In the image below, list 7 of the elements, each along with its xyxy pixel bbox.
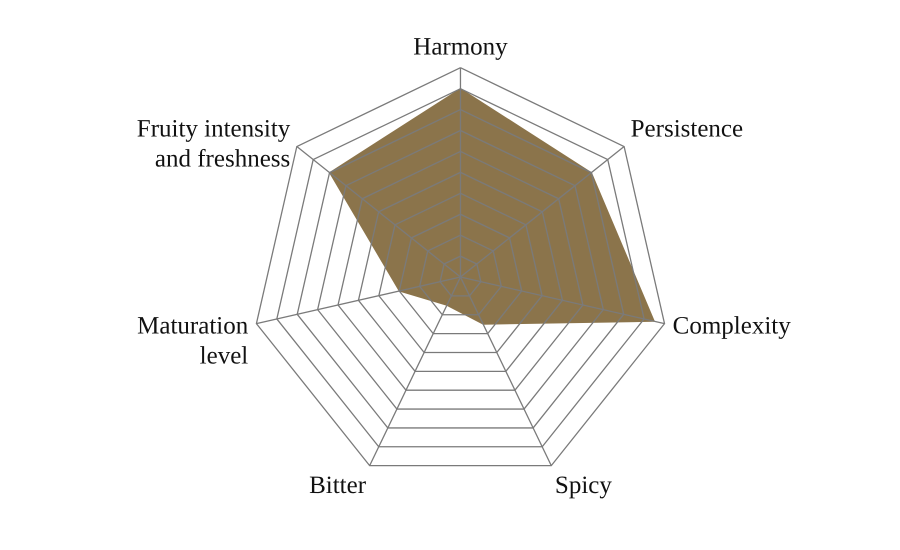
spoke-label: Complexity [672, 312, 792, 340]
spoke-label: Persistence [630, 115, 744, 142]
spoke-label: Maturation level [137, 312, 249, 370]
spoke-label: Harmony [413, 33, 508, 60]
spoke-label: Spicy [554, 472, 612, 500]
spoke-label: Bitter [309, 472, 367, 500]
spoke-label: Fruity intensity and freshness [136, 115, 291, 172]
